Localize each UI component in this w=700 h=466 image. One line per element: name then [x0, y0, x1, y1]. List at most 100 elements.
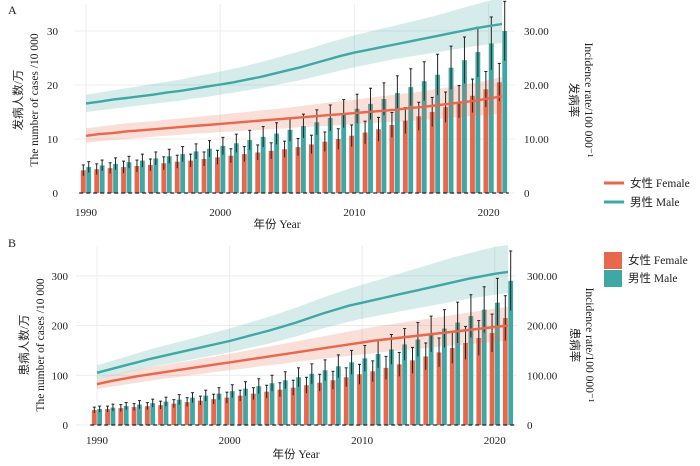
y-left-tick-label: 0 [63, 420, 69, 432]
bar-male-2008 [335, 366, 341, 425]
panel-a-letter: A [8, 3, 17, 17]
x-tick-label: 1990 [75, 207, 98, 219]
bar-male-2013 [394, 93, 400, 193]
bar-male-1991 [99, 165, 105, 193]
series-line-female [85, 95, 503, 137]
bar-female-2002 [241, 154, 247, 193]
panel-a-xlabel: 年份 Year [253, 217, 300, 231]
bar-male-2009 [349, 362, 354, 425]
bar-female-2009 [343, 377, 349, 425]
bar-male-1990 [97, 409, 103, 425]
bar-female-1991 [94, 169, 100, 193]
bar-female-2017 [449, 347, 455, 425]
bar-female-2019 [476, 337, 482, 425]
bar-female-2001 [237, 395, 243, 425]
bar-female-2018 [463, 342, 468, 425]
ci-band-male [86, 0, 502, 112]
bar-female-2015 [423, 356, 429, 425]
y-right-tick-label: 20.00 [524, 80, 549, 92]
bar-male-2020 [488, 43, 494, 193]
bar-female-1994 [134, 166, 140, 193]
bar-male-2011 [368, 103, 373, 193]
x-tick-label: 2010 [351, 435, 374, 447]
bar-male-2021 [508, 280, 514, 425]
bar-male-2005 [287, 129, 293, 193]
legend-bar-male-label: 男性 Male [628, 271, 678, 285]
y-left-tick-label: 0 [53, 188, 59, 200]
bar-male-1994 [139, 160, 145, 193]
bar-male-1995 [153, 158, 159, 193]
bar-male-1992 [123, 406, 129, 425]
bar-male-1990 [86, 167, 92, 193]
bar-male-2013 [402, 344, 408, 425]
bar-female-1995 [158, 405, 163, 425]
bar-male-1999 [216, 393, 222, 425]
panel-b-plot: 1990 2000 2010 2020 0 100 200 300 0 100.00 200.00 3… [52, 245, 558, 447]
panel-a-plot: 1990 2000 2010 2020 0 10 20 30 0 10.00 20.00 30.00 [47, 0, 549, 219]
bar-female-2008 [330, 380, 336, 425]
bar-female-1998 [188, 160, 194, 193]
bar-male-2011 [375, 353, 381, 425]
bar-male-2004 [274, 133, 280, 193]
bar-female-2016 [436, 352, 442, 425]
bar-female-1998 [197, 400, 203, 425]
bar-male-2018 [462, 60, 467, 193]
bar-male-2001 [233, 143, 239, 193]
bar-male-2018 [468, 316, 474, 425]
bar-male-1993 [126, 162, 132, 193]
y-left-tick-label: 300 [52, 271, 69, 283]
bar-male-2017 [455, 322, 461, 425]
bar-female-2017 [443, 107, 449, 193]
bar-female-1995 [147, 164, 153, 193]
bar-male-2002 [256, 386, 262, 425]
bar-female-1999 [201, 158, 207, 193]
bar-male-2001 [243, 388, 248, 425]
y-left-tick-label: 30 [47, 26, 59, 38]
y-right-tick-label: 0 [524, 188, 530, 200]
bar-male-2000 [229, 391, 235, 425]
panel-b: B 1990 2000 2010 2020 0 100 200 300 0 100.00 200.0… [8, 236, 595, 461]
bar-male-2006 [309, 373, 315, 425]
bar-male-2015 [428, 334, 434, 425]
bar-female-1990 [91, 410, 97, 425]
bar-male-2016 [442, 328, 447, 425]
y-right-tick-label: 30.00 [524, 26, 549, 38]
bar-male-1998 [193, 151, 199, 193]
bar-female-2010 [357, 374, 362, 425]
bar-male-2019 [475, 52, 481, 194]
bar-female-2004 [268, 150, 274, 193]
bar-female-2000 [215, 157, 220, 193]
bar-male-2006 [301, 126, 306, 193]
bar-male-2014 [415, 339, 421, 425]
y-left-tick-label: 200 [52, 321, 69, 333]
bar-male-2009 [341, 113, 347, 193]
bar-female-2013 [396, 364, 402, 425]
bar-female-2003 [264, 391, 270, 425]
bar-female-2012 [383, 367, 389, 425]
bar-male-1992 [113, 163, 118, 193]
legend-lines: 女性 Female 男性 Male [604, 176, 690, 209]
y-left-tick-label: 20 [47, 80, 59, 92]
bar-male-2002 [247, 140, 253, 193]
y-right-tick-label: 200.00 [527, 321, 558, 333]
ci-band-male [97, 245, 508, 380]
bar-male-2003 [269, 383, 275, 425]
bar-male-2019 [481, 309, 487, 425]
bar-female-2012 [376, 129, 381, 193]
bar-male-2008 [327, 117, 333, 193]
bar-female-2019 [470, 95, 475, 193]
panel-b-ylabel-right-en: Incidence rate/100 000⁻¹ [583, 288, 595, 403]
bar-female-2018 [456, 101, 462, 193]
bar-male-1998 [203, 395, 209, 425]
bar-female-2014 [402, 120, 408, 193]
bar-female-2020 [489, 333, 495, 425]
legend-bar-female-swatch [604, 252, 622, 269]
bar-female-2007 [308, 144, 314, 193]
bar-male-1996 [176, 399, 182, 425]
y-right-tick-label: 0 [527, 420, 533, 432]
bar-male-2014 [408, 87, 414, 193]
bar-female-1993 [121, 167, 126, 193]
bar-female-1997 [184, 402, 190, 425]
bar-female-1996 [161, 163, 167, 193]
